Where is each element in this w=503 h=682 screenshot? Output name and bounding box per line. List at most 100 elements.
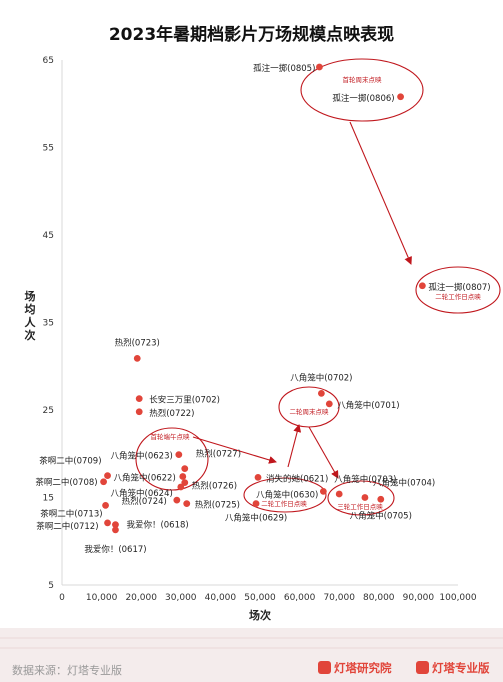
chart-title: 2023年暑期档影片万场规模点映表现 xyxy=(108,25,395,45)
point-label: 茶啊二中(0709) xyxy=(39,456,101,467)
annotation-ellipse xyxy=(243,477,327,513)
point-label: 热烈(0726) xyxy=(192,481,237,492)
point-label: 八角笼中(0630) xyxy=(256,489,318,500)
brand-pro: 灯塔专业版 xyxy=(416,660,490,676)
annotation-arrows xyxy=(192,121,412,479)
source-text: 数据来源：灯塔专业版 xyxy=(12,664,122,677)
data-point xyxy=(418,282,426,290)
data-points xyxy=(100,63,426,534)
x-tick-labels: 0 10,000 20,000 30,000 40,000 50,000 60,000 70,… xyxy=(59,593,477,603)
x-tick-label: 0 xyxy=(59,593,65,603)
annotation-ellipse xyxy=(327,480,395,516)
x-tick-label: 40,000 xyxy=(205,593,237,603)
data-point xyxy=(173,496,181,504)
x-tick-label: 50,000 xyxy=(244,593,276,603)
annotation-label: 三轮工作日点映 xyxy=(337,502,383,511)
data-point xyxy=(179,473,187,480)
annotation-label: 首轮周末点映 xyxy=(343,75,383,84)
y-tick-label: 65 xyxy=(43,56,54,66)
point-label: 八角笼中(0623) xyxy=(111,451,173,462)
data-point xyxy=(317,389,325,397)
annotation-arrow xyxy=(287,424,302,468)
data-point xyxy=(102,501,109,509)
x-tick-label: 20,000 xyxy=(125,593,157,603)
point-label: 热烈(0724) xyxy=(122,496,167,507)
point-label: 热烈(0723) xyxy=(115,337,160,348)
data-point xyxy=(112,526,119,534)
x-tick-label: 10,000 xyxy=(86,593,118,603)
data-point xyxy=(112,521,119,529)
data-point xyxy=(377,495,385,503)
data-point xyxy=(175,451,183,459)
brand-research: 灯塔研究院 xyxy=(318,660,392,676)
footer-pattern xyxy=(0,637,503,649)
annotation-label: 二轮周末点映 xyxy=(290,407,330,416)
data-point xyxy=(361,494,369,501)
y-tick-label: 35 xyxy=(43,319,54,329)
y-tick-label: 5 xyxy=(48,581,54,591)
x-tick-label: 70,000 xyxy=(323,593,355,603)
brand-pro-label: 灯塔专业版 xyxy=(432,661,490,675)
data-point xyxy=(104,519,111,527)
point-label: 八角笼中(0702) xyxy=(290,372,352,383)
point-label: 我爱你！(0617) xyxy=(84,544,146,555)
point-label: 孤注一掷(0807) xyxy=(428,282,490,293)
point-label: 八角笼中(0704) xyxy=(373,478,435,489)
data-point xyxy=(135,395,143,403)
x-tick-label: 60,000 xyxy=(284,593,316,603)
point-label: 长安三万里(0702) xyxy=(149,395,220,406)
scatter-plot: 5 15 25 35 45 55 65 0 10,000 20,000 30,000 40,000 5… xyxy=(25,56,501,622)
data-point xyxy=(325,400,333,408)
point-label: 我爱你！(0618) xyxy=(126,520,188,531)
data-point xyxy=(335,490,343,498)
point-label: 孤注一掷(0805) xyxy=(253,63,315,74)
data-point xyxy=(104,472,111,480)
data-point xyxy=(133,354,141,362)
point-label: 茶啊二中(0712) xyxy=(36,521,98,532)
point-label: 八角笼中(0629) xyxy=(225,513,287,524)
annotation-label: 二轮工作日点映 xyxy=(435,292,481,301)
annotation-ellipse xyxy=(135,427,209,491)
point-label: 八角笼中(0705) xyxy=(350,510,412,521)
point-label: 热烈(0727) xyxy=(196,449,241,460)
point-label: 八角笼中(0624) xyxy=(111,488,173,499)
data-point xyxy=(100,478,107,486)
x-axis-label: 场次 xyxy=(249,608,271,622)
point-label: 茶啊二中(0708) xyxy=(35,477,97,488)
y-tick-label: 45 xyxy=(43,231,54,241)
annotation-arrow xyxy=(192,436,277,464)
y-tick-labels: 5 15 25 35 45 55 65 xyxy=(43,56,54,591)
point-label: 热烈(0725) xyxy=(195,500,240,511)
point-label: 八角笼中(0701) xyxy=(337,400,399,411)
point-label: 茶啊二中(0713) xyxy=(40,508,102,519)
data-point xyxy=(316,63,323,71)
x-tick-label: 90,000 xyxy=(403,593,435,603)
data-point xyxy=(254,473,262,481)
lighthouse-pro-logo-icon xyxy=(416,661,429,674)
data-point xyxy=(177,483,185,491)
data-point xyxy=(252,500,260,508)
data-point xyxy=(397,93,404,101)
annotation-arrow xyxy=(349,121,412,265)
point-label: 八角笼中(0703) xyxy=(334,474,396,485)
point-label: 消失的她(0621) xyxy=(266,473,328,484)
data-point xyxy=(135,408,143,416)
lighthouse-logo-icon xyxy=(318,661,331,674)
point-label: 孤注一掷(0806) xyxy=(332,93,394,104)
data-point xyxy=(319,487,327,495)
data-point xyxy=(181,465,189,473)
point-label: 热烈(0722) xyxy=(149,408,194,419)
annotation-ellipse xyxy=(300,58,424,122)
y-tick-label: 15 xyxy=(43,494,54,504)
annotation-label: 二轮工作日点映 xyxy=(261,499,307,508)
point-label: 八角笼中(0622) xyxy=(114,473,176,484)
x-tick-label: 100,000 xyxy=(439,593,476,603)
point-labels: 孤注一掷(0805) 孤注一掷(0806) 孤注一掷(0807) 热烈(0723) 长安… xyxy=(35,63,490,555)
annotation-arrow xyxy=(308,426,339,479)
y-tick-label: 25 xyxy=(43,406,54,416)
x-tick-label: 30,000 xyxy=(165,593,197,603)
y-axis-label: 场均人次 xyxy=(25,289,37,342)
data-point xyxy=(181,479,189,487)
